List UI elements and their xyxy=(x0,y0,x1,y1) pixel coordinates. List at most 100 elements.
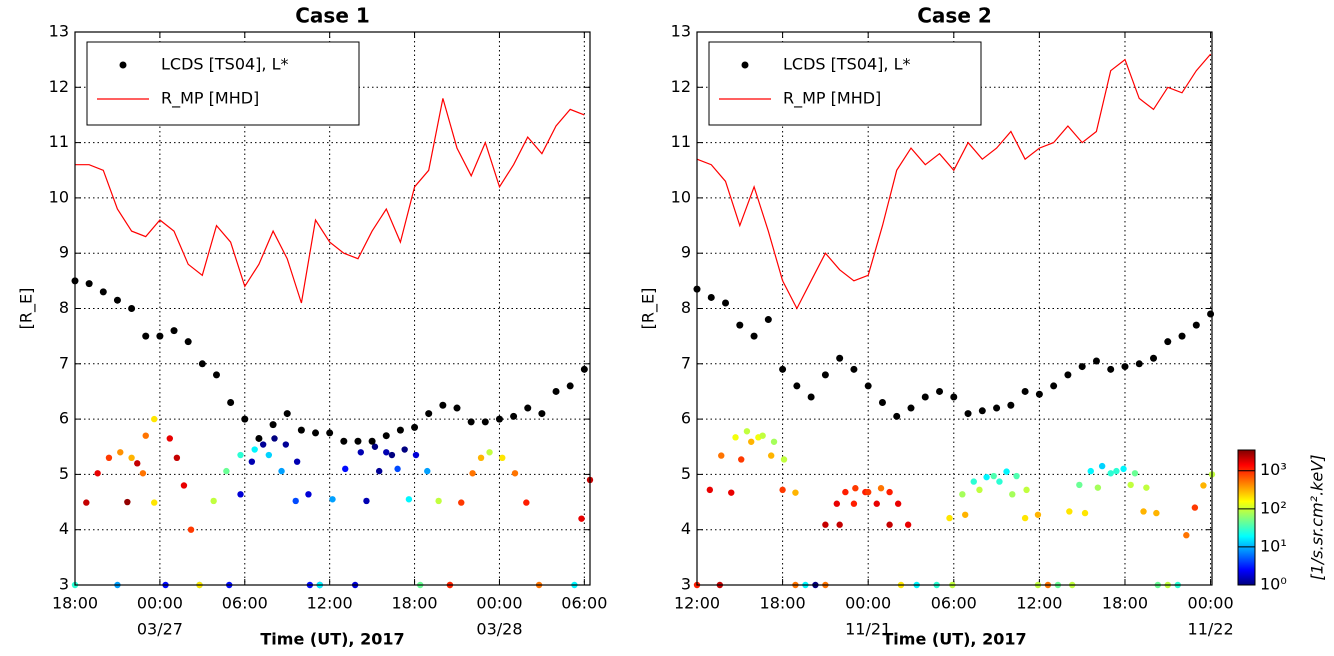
lcds-point xyxy=(510,412,518,420)
flux-point xyxy=(842,488,849,496)
lcds-point xyxy=(156,332,164,340)
lcds-point xyxy=(128,305,136,312)
flux-point xyxy=(124,498,131,506)
lcds-point xyxy=(85,280,93,288)
lcds-point xyxy=(736,321,744,329)
lcds-point xyxy=(1107,365,1115,373)
x-axis-label: Time (UT), 2017 xyxy=(882,630,1026,649)
colorbar-tick-label: 10² xyxy=(1260,498,1287,517)
lcds-point xyxy=(170,327,178,335)
y-tick-label: 11 xyxy=(49,132,69,151)
y-tick-label: 9 xyxy=(681,243,691,262)
flux-point xyxy=(83,499,90,506)
lcds-point xyxy=(411,423,419,431)
flux-point xyxy=(728,489,735,496)
lcds-point xyxy=(340,437,348,445)
x-tick-label: 18:00 xyxy=(760,594,806,613)
lcds-point xyxy=(1064,371,1072,379)
flux-point xyxy=(904,521,912,528)
lcds-point xyxy=(878,399,886,407)
lcds-point xyxy=(921,393,929,401)
lcds-point xyxy=(950,393,958,401)
flux-point xyxy=(780,456,788,463)
lcds-point xyxy=(227,399,235,407)
y-tick-label: 9 xyxy=(59,243,69,262)
flux-point xyxy=(305,491,312,498)
date-label: 11/21 xyxy=(845,620,891,639)
x-tick-label: 00:00 xyxy=(845,594,891,613)
flux-point xyxy=(388,451,396,459)
lcds-point xyxy=(269,421,277,429)
mhd-line xyxy=(75,98,585,304)
flux-point xyxy=(405,496,413,503)
flux-point xyxy=(578,515,585,522)
y-tick-label: 8 xyxy=(59,298,69,317)
flux-point xyxy=(383,449,390,456)
flux-point xyxy=(732,434,739,441)
flux-point xyxy=(850,500,858,507)
lcds-point xyxy=(113,296,121,304)
flux-point xyxy=(1191,504,1199,511)
lcds-point xyxy=(1078,363,1086,371)
flux-point xyxy=(394,465,401,473)
flux-point xyxy=(1081,509,1089,517)
lcds-point xyxy=(850,365,858,373)
colorbar-label: [1/s.sr.cm².keV] xyxy=(1308,455,1327,581)
flux-point xyxy=(1076,481,1083,489)
legend-label: LCDS [TS04], L* xyxy=(161,55,289,74)
colorbar-tick-label: 10¹ xyxy=(1260,536,1287,555)
lcds-point xyxy=(1135,360,1143,368)
flux-point xyxy=(458,499,465,506)
flux-point xyxy=(139,470,147,477)
flux-point xyxy=(743,428,751,435)
y-axis-label: [R_E] xyxy=(639,288,659,330)
panel: Case 1 3 4 5 6 7 8 9 10 11 12 13 18:00 00:00 06:00 12:0… xyxy=(17,4,608,649)
flux-point xyxy=(1107,470,1114,477)
flux-point xyxy=(469,470,476,477)
y-tick-label: 10 xyxy=(671,187,691,206)
lcds-point xyxy=(907,404,915,412)
flux-point xyxy=(173,454,181,462)
x-tick-label: 06:00 xyxy=(931,594,977,613)
lcds-point xyxy=(552,387,560,395)
flux-point xyxy=(1034,511,1042,518)
lcds-point xyxy=(312,429,320,437)
plot-frame xyxy=(696,31,1213,586)
flux-point xyxy=(779,486,786,494)
lcds-point xyxy=(864,382,872,390)
x-tick-label: 12:00 xyxy=(674,594,720,613)
legend-box xyxy=(708,41,982,126)
flux-point xyxy=(523,499,530,506)
flux-point xyxy=(864,488,872,496)
flux-point xyxy=(1120,465,1127,473)
flux-point xyxy=(946,514,953,522)
colorbar-tick-label: 10³ xyxy=(1260,460,1287,479)
y-tick-label: 4 xyxy=(681,519,691,538)
lcds-point xyxy=(142,332,150,340)
lcds-point xyxy=(566,382,574,390)
flux-point xyxy=(259,441,267,448)
y-tick-label: 12 xyxy=(671,77,691,96)
flux-point xyxy=(759,432,766,439)
date-label: 03/28 xyxy=(476,620,522,639)
flux-point xyxy=(1127,481,1134,489)
y-tick-label: 7 xyxy=(59,353,69,372)
lcds-point xyxy=(212,371,220,379)
lcds-point xyxy=(425,410,433,418)
flux-point xyxy=(1153,509,1160,517)
lcds-point xyxy=(1192,321,1200,329)
lcds-point xyxy=(779,365,787,373)
legend-label: R_MP [MHD] xyxy=(783,89,881,109)
x-tick-label: 12:00 xyxy=(1016,594,1062,613)
lcds-point xyxy=(524,404,532,412)
x-tick-label: 18:00 xyxy=(1102,594,1148,613)
flux-point xyxy=(371,443,379,450)
flux-point xyxy=(292,497,299,505)
flux-point xyxy=(738,456,745,463)
lcds-point xyxy=(326,429,334,437)
flux-point xyxy=(970,478,977,485)
lcds-point xyxy=(964,410,972,418)
flux-point xyxy=(251,446,258,453)
date-label: 11/22 xyxy=(1188,620,1234,639)
flux-point xyxy=(151,499,158,506)
